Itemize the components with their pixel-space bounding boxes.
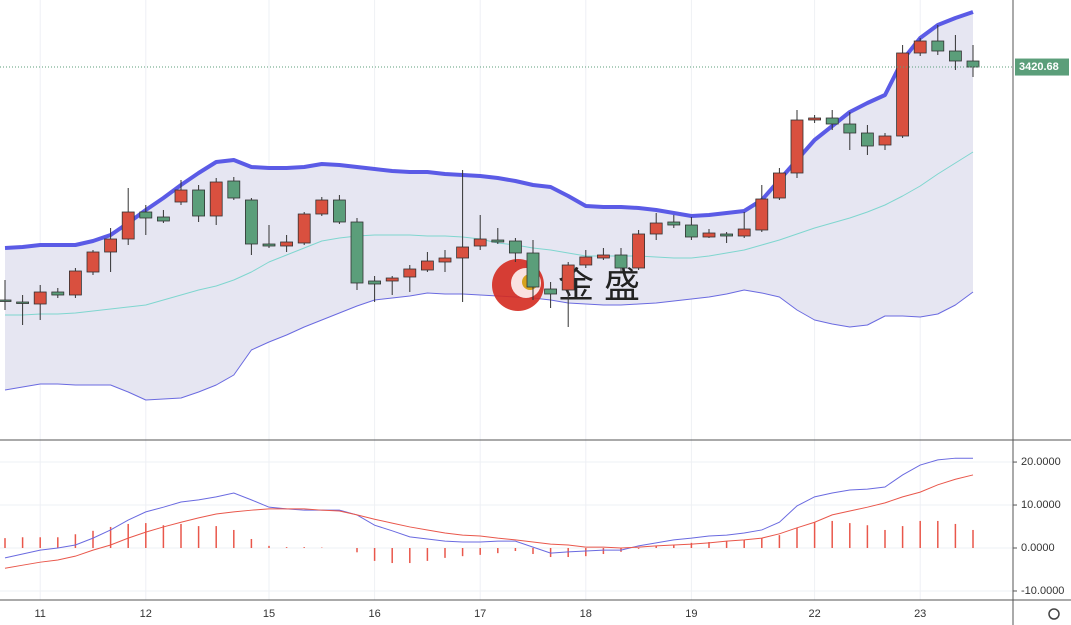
band-fill	[5, 12, 973, 400]
candle-body	[368, 280, 382, 285]
candle-body	[86, 251, 100, 273]
candle-body	[896, 52, 909, 137]
candle-body	[825, 117, 839, 125]
candle-body	[33, 291, 47, 305]
x-tick-label: 18	[580, 608, 592, 620]
x-tick-label: 12	[140, 608, 152, 620]
candle-body	[702, 232, 716, 238]
candle-body	[403, 268, 417, 278]
candle-body	[790, 119, 804, 174]
candle-body	[667, 221, 681, 226]
candle-body	[773, 172, 786, 199]
band-line	[5, 151, 974, 316]
candle-body	[931, 40, 945, 52]
candle-body	[632, 233, 645, 269]
y-tick-label: 10.0000	[1021, 499, 1061, 511]
candle-body	[69, 270, 82, 296]
candle-body	[139, 211, 153, 219]
candle-body	[544, 288, 557, 295]
candle-body	[966, 60, 980, 68]
x-tick-label: 23	[914, 608, 926, 620]
candle-body	[244, 199, 258, 245]
candle-body	[174, 189, 188, 203]
settings-icon[interactable]	[1048, 608, 1060, 620]
candle-body	[315, 199, 329, 215]
candle-body	[526, 252, 540, 288]
candle-body	[227, 180, 241, 199]
candle-body	[878, 135, 892, 146]
candle-body	[913, 40, 927, 54]
last-price-label: 3420.68	[1019, 61, 1059, 73]
x-tick-label: 11	[34, 608, 45, 620]
candle-body	[332, 199, 346, 223]
x-tick-label: 19	[685, 608, 697, 620]
candle-body	[385, 277, 399, 282]
candle-body	[508, 240, 522, 254]
decor	[1048, 608, 1060, 620]
candle-body	[614, 254, 628, 269]
candle-body	[808, 117, 821, 121]
candle-body	[156, 216, 170, 222]
candle-body	[209, 181, 223, 217]
x-tick-label: 16	[368, 608, 380, 620]
y-tick-label: 20.0000	[1021, 456, 1061, 468]
candle-body	[51, 291, 65, 296]
band-line	[4, 10, 974, 250]
candle-body	[597, 254, 610, 259]
macd-line	[4, 474, 974, 569]
x-tick-label: 15	[263, 608, 275, 620]
candle-body	[104, 238, 117, 253]
candle-body	[262, 243, 276, 247]
y-tick-label: 0.0000	[1021, 542, 1055, 554]
candle-body	[949, 50, 962, 62]
candle-body	[861, 132, 874, 147]
candle-body	[121, 211, 135, 240]
x-tick-label: 17	[474, 608, 486, 620]
candle-body	[737, 228, 751, 237]
candle-body	[192, 189, 206, 217]
candle-body	[420, 260, 434, 271]
candle-body	[649, 222, 663, 235]
candle-body	[456, 246, 470, 259]
candle-body	[350, 221, 364, 284]
candle-body	[0, 299, 12, 302]
candle-body	[579, 256, 593, 266]
candle-body	[473, 238, 487, 247]
candle-body	[843, 123, 857, 134]
candle-body	[438, 257, 452, 263]
band-line	[4, 289, 974, 401]
x-tick-label: 22	[808, 608, 820, 620]
candle-body	[720, 233, 733, 237]
last-price-tag	[1015, 58, 1069, 76]
candle-body	[297, 213, 311, 244]
macd-line	[4, 457, 973, 559]
candle-body	[755, 198, 769, 231]
candle-body	[280, 241, 294, 247]
y-tick-label: -10.0000	[1021, 585, 1064, 597]
candle-body	[16, 301, 30, 304]
candle-body	[561, 264, 575, 291]
candle-body	[685, 224, 698, 238]
candle-body	[491, 239, 505, 243]
